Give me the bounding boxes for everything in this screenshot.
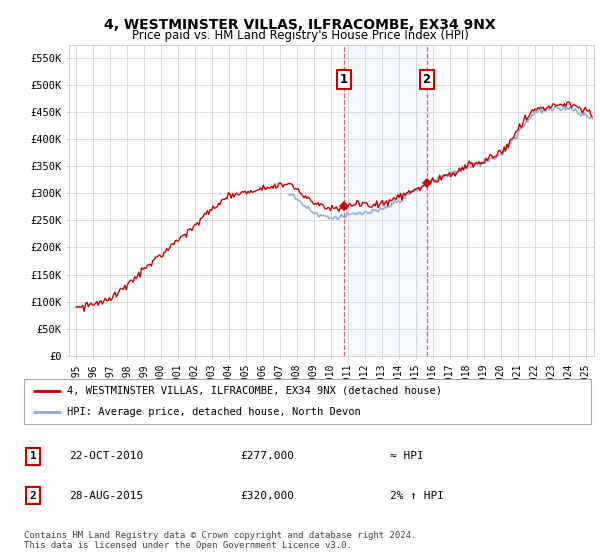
Text: 4, WESTMINSTER VILLAS, ILFRACOMBE, EX34 9NX (detached house): 4, WESTMINSTER VILLAS, ILFRACOMBE, EX34 … [67, 386, 442, 396]
Text: Contains HM Land Registry data © Crown copyright and database right 2024.
This d: Contains HM Land Registry data © Crown c… [24, 531, 416, 550]
Text: 2: 2 [29, 491, 37, 501]
Text: 2% ↑ HPI: 2% ↑ HPI [390, 491, 444, 501]
Text: 22-OCT-2010: 22-OCT-2010 [69, 451, 143, 461]
Text: 1: 1 [340, 73, 349, 86]
Text: ≈ HPI: ≈ HPI [390, 451, 424, 461]
Text: HPI: Average price, detached house, North Devon: HPI: Average price, detached house, Nort… [67, 407, 360, 417]
Text: £320,000: £320,000 [240, 491, 294, 501]
Text: 4, WESTMINSTER VILLAS, ILFRACOMBE, EX34 9NX: 4, WESTMINSTER VILLAS, ILFRACOMBE, EX34 … [104, 18, 496, 32]
Text: Price paid vs. HM Land Registry's House Price Index (HPI): Price paid vs. HM Land Registry's House … [131, 29, 469, 42]
Text: 2: 2 [422, 73, 431, 86]
Text: 28-AUG-2015: 28-AUG-2015 [69, 491, 143, 501]
Text: 1: 1 [29, 451, 37, 461]
Text: £277,000: £277,000 [240, 451, 294, 461]
Bar [344, 45, 427, 356]
